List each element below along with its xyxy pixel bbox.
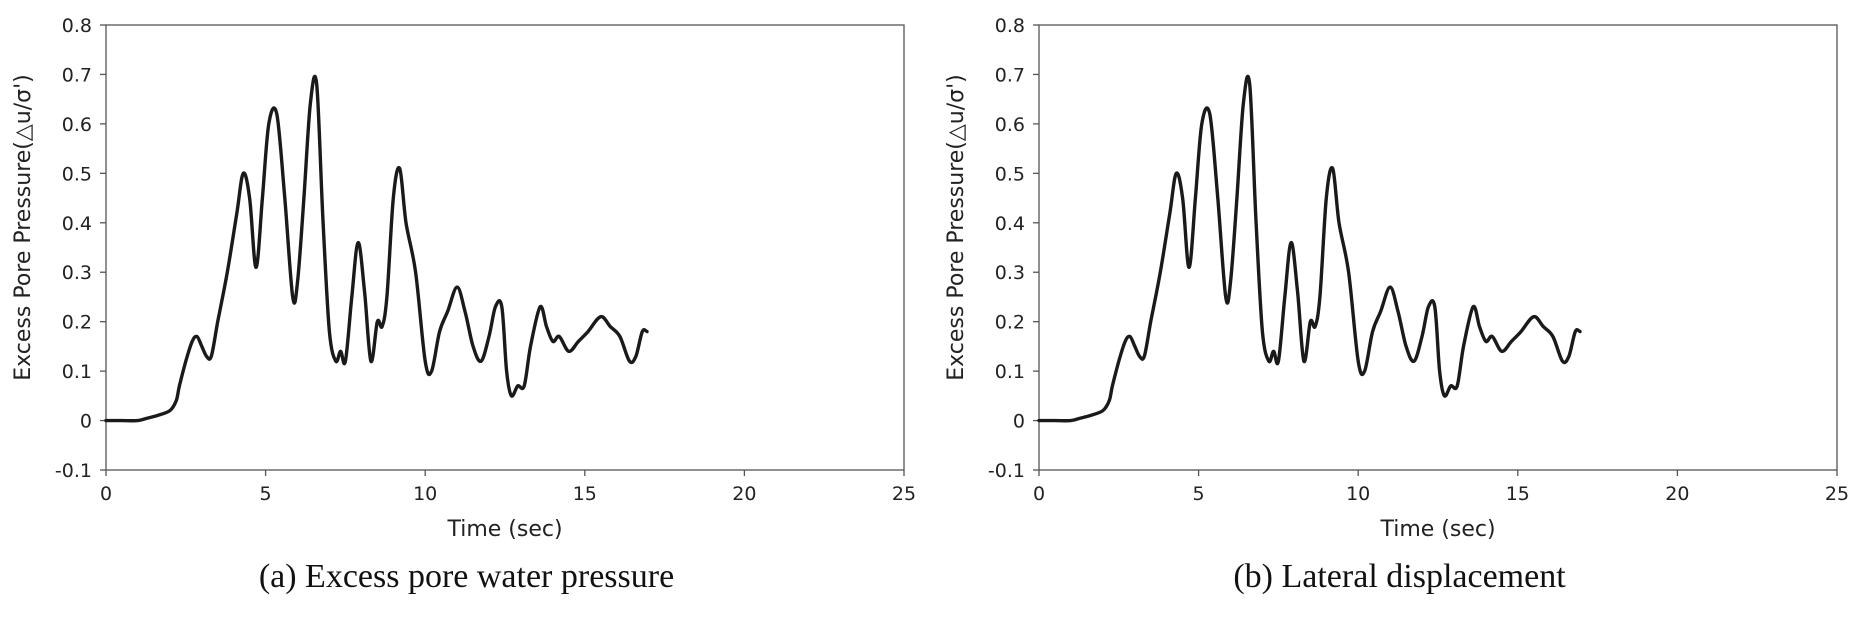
series-line [104,74,649,423]
plot-frame [105,24,905,471]
y-tick-label: 0.3 [995,262,1025,284]
y-tick-label: 0.8 [995,15,1025,37]
x-axis-title: Time (sec) [1379,517,1495,542]
y-tick-label: 0.3 [62,262,92,284]
y-tick-label: 0.1 [995,361,1025,383]
plot-frame [1038,24,1838,471]
chart-panel-a: -0.1 0 0.1 0.2 0.3 0.4 0.5 0.6 0.7 0.8 0 5 10 15 20 25 T… [11,15,916,595]
y-tick-label: -0.1 [55,460,92,482]
y-tick-label: 0.5 [62,163,92,185]
chart-caption: (b) Lateral displacement [1233,558,1566,595]
x-tick-label: 0 [1033,483,1045,505]
y-tick-label: 0 [80,411,92,433]
y-tick-label: 0.2 [995,312,1025,334]
y-tick-label: 0.1 [62,361,92,383]
y-tick-label: 0.7 [62,64,92,86]
x-tick-label: 25 [1825,483,1849,505]
y-tick-label: 0 [1013,411,1025,433]
y-axis-title: Excess Pore Pressure(△u/σ') [944,74,969,381]
y-tick-label: 0.6 [995,114,1025,136]
chart-b: -0.1 0 0.1 0.2 0.3 0.4 0.5 0.6 0.7 0.8 0 5 10 15 20 25 T… [944,15,1849,542]
y-tick-label: 0.4 [995,213,1025,235]
x-tick-label: 25 [892,483,916,505]
x-tick-label: 20 [732,483,756,505]
y-axis-title: Excess Pore Pressure(△u/σ') [11,74,36,381]
x-tick-label: 10 [1346,483,1370,505]
x-tick-label: 15 [573,483,597,505]
y-tick-label: 0.7 [995,64,1025,86]
y-tick-label: 0.6 [62,114,92,136]
x-tick-label: 10 [413,483,437,505]
y-tick-label: -0.1 [988,460,1025,482]
y-tick-label: 0.4 [62,213,92,235]
series-line [1037,74,1582,423]
y-tick-label: 0.2 [62,312,92,334]
x-tick-label: 5 [1193,483,1205,505]
y-tick-label: 0.5 [995,163,1025,185]
x-tick-label: 0 [100,483,112,505]
chart-caption: (a) Excess pore water pressure [258,558,675,595]
x-tick-label: 20 [1665,483,1689,505]
chart-a: -0.1 0 0.1 0.2 0.3 0.4 0.5 0.6 0.7 0.8 0 5 10 15 20 25 T… [11,15,916,542]
x-tick-label: 5 [260,483,272,505]
x-axis-title: Time (sec) [446,517,562,542]
chart-panel-b: -0.1 0 0.1 0.2 0.3 0.4 0.5 0.6 0.7 0.8 0 5 10 15 20 25 T… [933,0,1866,620]
y-tick-label: 0.8 [62,15,92,37]
x-tick-label: 15 [1506,483,1530,505]
